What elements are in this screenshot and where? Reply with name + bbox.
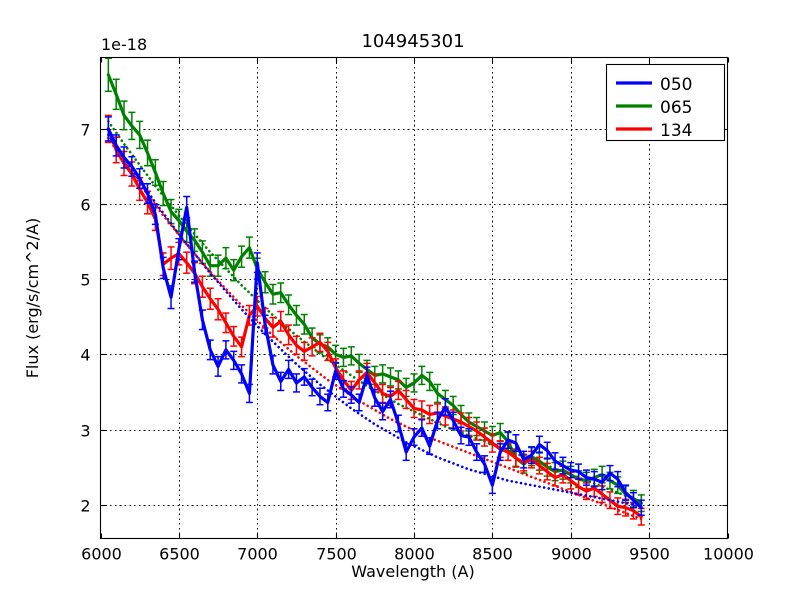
series-fit-line-134 xyxy=(107,136,643,521)
x-tick-label: 8500 xyxy=(472,545,513,564)
y-tick-label: 4 xyxy=(80,346,90,365)
y-tick-label: 3 xyxy=(80,422,90,441)
series-line-050 xyxy=(106,127,643,510)
legend-item-050[interactable]: 050 xyxy=(616,75,692,95)
y-tick-label: 7 xyxy=(80,121,90,140)
y-tick-label: 2 xyxy=(80,497,90,516)
y-axis-offset-label: 1e-18 xyxy=(101,35,147,54)
x-tick-label: 6500 xyxy=(159,545,200,564)
y-axis-title: Flux (erg/s/cm^2/A) xyxy=(23,218,42,379)
x-tick-label: 7500 xyxy=(316,545,357,564)
x-tick-label: 10000 xyxy=(703,545,754,564)
series-050 xyxy=(104,116,645,516)
legend-item-065[interactable]: 065 xyxy=(616,98,692,118)
legend[interactable]: 050 065 134 xyxy=(605,63,726,142)
x-tick-label: 9000 xyxy=(551,545,592,564)
y-tick-label: 5 xyxy=(80,271,90,290)
x-axis-title: Wavelength (A) xyxy=(351,562,474,581)
x-tick-label: 8000 xyxy=(394,545,435,564)
legend-label-134: 134 xyxy=(660,121,692,141)
legend-item-134[interactable]: 134 xyxy=(616,121,692,141)
axis-tick-labels: 6000 6500 7000 7500 8000 8500 9000 9500 10000 2 3 4… xyxy=(80,121,754,564)
y-tick-label: 6 xyxy=(80,196,90,215)
data-series-layer xyxy=(104,57,645,526)
series-fit-line-050 xyxy=(107,133,643,508)
legend-label-065: 065 xyxy=(660,98,692,118)
legend-label-050: 050 xyxy=(660,75,692,95)
x-tick-label: 6000 xyxy=(81,545,122,564)
x-tick-label: 9500 xyxy=(629,545,670,564)
page-title: 104945301 xyxy=(361,31,464,52)
series-line-134 xyxy=(106,127,643,519)
x-tick-label: 7000 xyxy=(237,545,278,564)
axis-ticks xyxy=(100,57,730,539)
